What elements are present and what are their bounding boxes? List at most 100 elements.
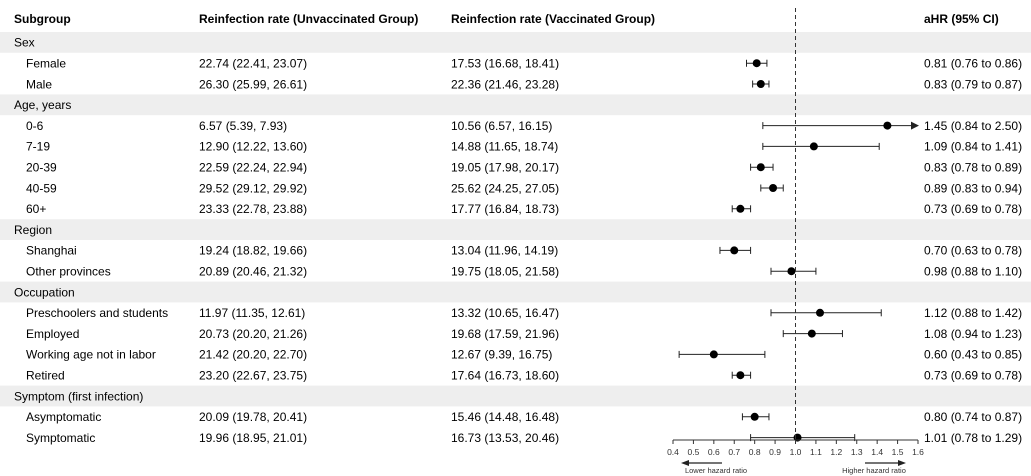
column-header-subgroup: Subgroup	[14, 12, 71, 26]
lower-hazard-label: Lower hazard ratio	[685, 466, 747, 475]
ahr-value: 0.60 (0.43 to 0.85)	[924, 348, 1022, 362]
lower-arrow-icon	[681, 460, 689, 466]
higher-hazard-label: Higher hazard ratio	[842, 466, 906, 475]
column-header-unvaccinated: Reinfection rate (Unvaccinated Group)	[199, 12, 418, 26]
unvaccinated-rate: 21.42 (20.20, 22.70)	[199, 348, 307, 362]
ahr-value: 0.80 (0.74 to 0.87)	[924, 410, 1022, 424]
group-header-bands	[0, 32, 1031, 407]
subgroup-label: Female	[26, 57, 66, 71]
ci-arrow	[911, 121, 919, 130]
subgroup-label: Symptomatic	[26, 431, 95, 445]
group-header-label: Age, years	[14, 98, 71, 112]
vaccinated-rate: 17.64 (16.73, 18.60)	[451, 369, 559, 383]
ahr-value: 1.08 (0.94 to 1.23)	[924, 327, 1022, 341]
x-tick-label: 1.2	[830, 447, 842, 457]
ahr-value: 0.73 (0.69 to 0.78)	[924, 369, 1022, 383]
x-tick-label: 0.4	[667, 447, 679, 457]
vaccinated-rate: 14.88 (11.65, 18.74)	[451, 140, 558, 154]
point-estimate	[756, 163, 765, 172]
vaccinated-rate: 13.04 (11.96, 14.19)	[451, 244, 558, 258]
ahr-value: 0.89 (0.83 to 0.94)	[924, 181, 1022, 195]
group-header-band	[0, 94, 1031, 116]
column-header-ahr: aHR (95% CI)	[924, 12, 999, 26]
ahr-value: 0.83 (0.78 to 0.89)	[924, 161, 1022, 175]
subgroup-label: Retired	[26, 369, 65, 383]
unvaccinated-rate: 11.97 (11.35, 12.61)	[199, 306, 305, 320]
subgroup-label: Male	[26, 77, 52, 91]
x-tick-label: 0.7	[728, 447, 740, 457]
ahr-value: 0.98 (0.88 to 1.10)	[924, 265, 1022, 279]
vaccinated-rate: 19.68 (17.59, 21.96)	[451, 327, 559, 341]
x-tick-label: 0.9	[769, 447, 781, 457]
unvaccinated-rate: 6.57 (5.39, 7.93)	[199, 119, 287, 133]
unvaccinated-rate: 12.90 (12.22, 13.60)	[199, 140, 307, 154]
vaccinated-rate: 12.67 (9.39, 16.75)	[451, 348, 552, 362]
point-estimate	[809, 142, 818, 151]
unvaccinated-rate: 20.09 (19.78, 20.41)	[199, 410, 307, 424]
point-estimate	[769, 184, 778, 192]
group-header-label: Region	[14, 223, 52, 237]
vaccinated-rate: 17.53 (16.68, 18.41)	[451, 57, 559, 71]
ahr-value: 0.81 (0.76 to 0.86)	[924, 57, 1022, 71]
subgroup-label: Asymptomatic	[26, 410, 101, 424]
group-header-label: Sex	[14, 36, 35, 50]
unvaccinated-rate: 23.20 (22.67, 23.75)	[199, 369, 307, 383]
point-estimate	[750, 412, 759, 421]
vaccinated-rate: 25.62 (24.25, 27.05)	[451, 181, 559, 195]
point-estimate	[883, 121, 892, 130]
point-estimate	[736, 204, 745, 213]
ahr-value: 1.45 (0.84 to 2.50)	[924, 119, 1022, 133]
subgroup-label: 40-59	[26, 181, 57, 195]
subgroup-label: Working age not in labor	[26, 348, 156, 362]
group-header-band	[0, 219, 1031, 240]
subgroup-label: Other provinces	[26, 265, 111, 279]
point-estimate	[807, 329, 816, 338]
vaccinated-rate: 22.36 (21.46, 23.28)	[451, 77, 559, 91]
x-tick-label: 1.6	[912, 447, 924, 457]
vaccinated-rate: 17.77 (16.84, 18.73)	[451, 202, 559, 216]
vaccinated-rate: 10.56 (6.57, 16.15)	[451, 119, 552, 133]
x-tick-label: 0.6	[708, 447, 720, 457]
unvaccinated-rate: 26.30 (25.99, 26.61)	[199, 77, 307, 91]
x-tick-label: 1.1	[810, 447, 822, 457]
ahr-value: 0.73 (0.69 to 0.78)	[924, 202, 1022, 216]
unvaccinated-rate: 23.33 (22.78, 23.88)	[199, 202, 307, 216]
unvaccinated-rate: 19.24 (18.82, 19.66)	[199, 244, 307, 258]
unvaccinated-rate: 29.52 (29.12, 29.92)	[199, 181, 307, 195]
subgroup-label: Preschoolers and students	[26, 306, 168, 320]
group-header-band	[0, 385, 1031, 407]
x-tick-label: 1.5	[892, 447, 904, 457]
vaccinated-rate: 15.46 (14.48, 16.48)	[451, 410, 559, 424]
ahr-value: 0.70 (0.63 to 0.78)	[924, 244, 1022, 258]
x-tick-label: 0.5	[688, 447, 700, 457]
x-tick-label: 1.0	[790, 447, 802, 457]
subgroup-label: 7-19	[26, 140, 50, 154]
ahr-value: 1.09 (0.84 to 1.41)	[924, 140, 1022, 154]
group-header-label: Symptom (first infection)	[14, 389, 143, 403]
vaccinated-rate: 19.75 (18.05, 21.58)	[451, 265, 559, 279]
higher-arrow-icon	[898, 460, 906, 466]
point-estimate	[787, 267, 796, 276]
point-estimate	[709, 350, 718, 359]
subgroup-label: 60+	[26, 202, 46, 216]
ahr-value: 1.12 (0.88 to 1.42)	[924, 306, 1022, 320]
subgroup-label: Shanghai	[26, 244, 77, 258]
unvaccinated-rate: 22.59 (22.24, 22.94)	[199, 161, 307, 175]
ahr-value: 1.01 (0.78 to 1.29)	[924, 431, 1022, 445]
column-header-vaccinated: Reinfection rate (Vaccinated Group)	[451, 12, 655, 26]
point-estimate	[756, 80, 765, 88]
point-estimate	[736, 371, 745, 380]
point-estimate	[752, 59, 761, 68]
unvaccinated-rate: 20.89 (20.46, 21.32)	[199, 265, 307, 279]
subgroup-label: 20-39	[26, 161, 57, 175]
unvaccinated-rate: 19.96 (18.95, 21.01)	[199, 431, 307, 445]
group-header-label: Occupation	[14, 285, 75, 299]
subgroup-label: 0-6	[26, 119, 44, 133]
unvaccinated-rate: 20.73 (20.20, 21.26)	[199, 327, 307, 341]
x-tick-label: 0.8	[749, 447, 761, 457]
group-header-band	[0, 32, 1031, 53]
unvaccinated-rate: 22.74 (22.41, 23.07)	[199, 57, 307, 71]
vaccinated-rate: 16.73 (13.53, 20.46)	[451, 431, 559, 445]
ahr-value: 0.83 (0.79 to 0.87)	[924, 77, 1022, 91]
